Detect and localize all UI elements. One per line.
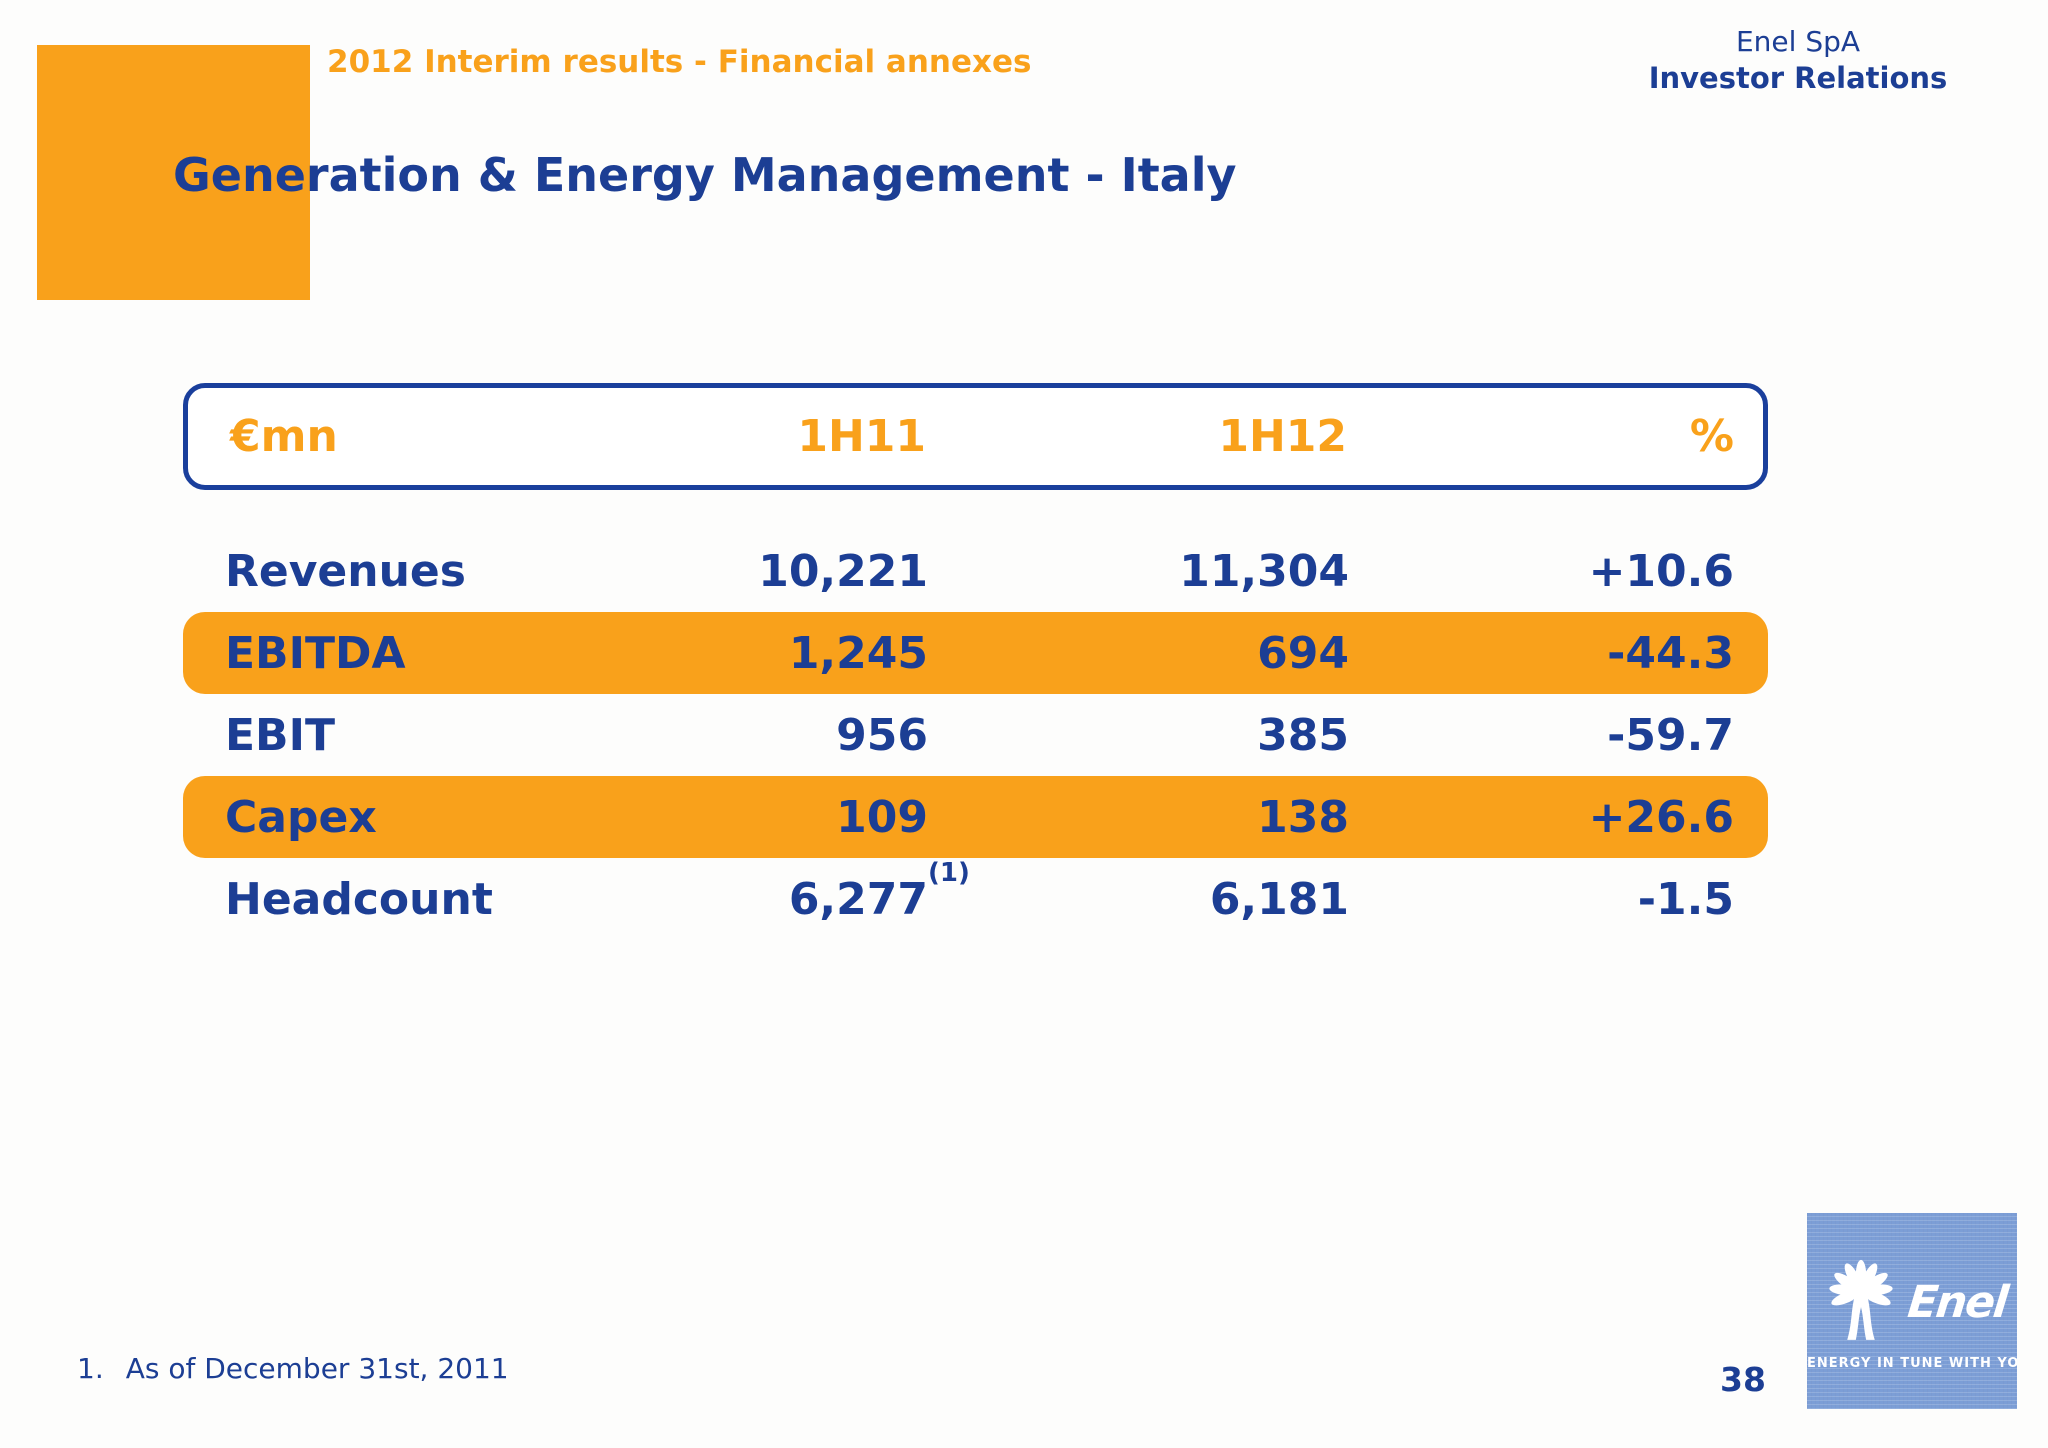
- row-label: Headcount: [225, 873, 493, 925]
- row-label: Capex: [225, 791, 377, 843]
- cell-1h12: 11,304: [1179, 545, 1349, 597]
- row-label: EBITDA: [225, 627, 406, 679]
- company-block: Enel SpA Investor Relations: [1648, 24, 1948, 96]
- footnote-marker-sup: (1): [928, 857, 970, 888]
- column-header-pct: %: [1689, 411, 1734, 462]
- financial-table: €mn 1H11 1H12 % Revenues 10,221 11,304 +…: [183, 383, 1768, 940]
- accent-square: [37, 45, 310, 300]
- table-row-ebit: EBIT 956 385 -59.7: [183, 694, 1768, 776]
- company-name: Enel SpA: [1735, 25, 1861, 58]
- table-row-ebitda: EBITDA 1,245 694 -44.3: [183, 612, 1768, 694]
- page-title: Generation & Energy Management - Italy: [173, 148, 1237, 202]
- cell-pct: -44.3: [1607, 627, 1734, 679]
- cell-pct: +26.6: [1588, 791, 1734, 843]
- column-header-metric: €mn: [230, 411, 338, 462]
- cell-pct: +10.6: [1588, 545, 1734, 597]
- table-row-headcount: Headcount 6,277 (1) 6,181 -1.5: [183, 858, 1768, 940]
- column-header-1h11: 1H11: [797, 411, 926, 462]
- department-name: Investor Relations: [1648, 61, 1948, 95]
- enel-tree-icon: [1829, 1259, 1893, 1340]
- cell-pct: -59.7: [1607, 709, 1734, 761]
- page-number: 38: [1720, 1360, 1766, 1399]
- footnote-text: As of December 31st, 2011: [125, 1352, 509, 1385]
- enel-logo-main: Enel: [1807, 1247, 2017, 1357]
- enel-tagline: ENERGY IN TUNE WITH YOU.: [1807, 1356, 2017, 1371]
- cell-1h11: 109: [836, 791, 928, 843]
- footnote: 1. As of December 31st, 2011: [77, 1352, 509, 1385]
- enel-logo: Enel ENERGY IN TUNE WITH YOU.: [1807, 1213, 2017, 1409]
- cell-1h11-value: 6,277: [788, 873, 928, 925]
- table-row-revenues: Revenues 10,221 11,304 +10.6: [183, 530, 1768, 612]
- row-label: Revenues: [225, 545, 466, 597]
- cell-1h12: 385: [1257, 709, 1349, 761]
- cell-1h11: 10,221: [758, 545, 928, 597]
- cell-1h11: 956: [836, 709, 928, 761]
- cell-pct: -1.5: [1637, 873, 1734, 925]
- row-label: EBIT: [225, 709, 335, 761]
- table-row-capex: Capex 109 138 +26.6: [183, 776, 1768, 858]
- cell-1h11: 6,277 (1): [603, 858, 970, 925]
- table-header-row: €mn 1H11 1H12 %: [183, 383, 1768, 490]
- column-header-1h12: 1H12: [1218, 411, 1347, 462]
- enel-brand-text: Enel: [1905, 1276, 2009, 1328]
- cell-1h12: 6,181: [1209, 873, 1349, 925]
- cell-1h11: 1,245: [788, 627, 928, 679]
- cell-1h12: 138: [1257, 791, 1349, 843]
- eyebrow-title: 2012 Interim results - Financial annexes: [327, 44, 1032, 80]
- cell-1h12: 694: [1257, 627, 1349, 679]
- footnote-marker: 1.: [77, 1352, 104, 1385]
